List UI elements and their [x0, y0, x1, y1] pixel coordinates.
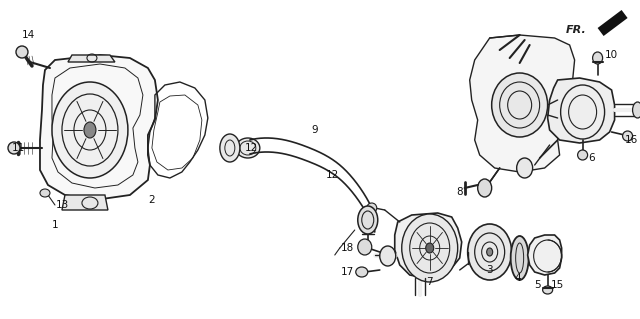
- Ellipse shape: [358, 239, 372, 255]
- Ellipse shape: [52, 82, 128, 178]
- Text: 17: 17: [341, 267, 355, 277]
- Ellipse shape: [236, 138, 260, 158]
- Text: 1: 1: [52, 220, 58, 230]
- Polygon shape: [68, 55, 115, 62]
- Polygon shape: [62, 195, 108, 210]
- Ellipse shape: [623, 131, 632, 141]
- Text: 10: 10: [605, 50, 618, 60]
- Ellipse shape: [426, 243, 434, 253]
- Text: 7: 7: [426, 277, 433, 287]
- Polygon shape: [470, 35, 575, 172]
- Text: FR.: FR.: [566, 25, 587, 35]
- Text: 11: 11: [12, 143, 24, 153]
- Text: 15: 15: [551, 280, 564, 290]
- Text: 13: 13: [55, 200, 68, 210]
- Ellipse shape: [367, 203, 377, 213]
- Text: 5: 5: [534, 280, 541, 290]
- Ellipse shape: [511, 236, 529, 280]
- Ellipse shape: [578, 150, 588, 160]
- Text: 18: 18: [341, 243, 355, 253]
- Text: 6: 6: [588, 153, 595, 163]
- Polygon shape: [598, 10, 628, 36]
- Ellipse shape: [402, 214, 458, 282]
- Ellipse shape: [358, 206, 378, 234]
- Ellipse shape: [468, 224, 511, 280]
- Text: 12: 12: [245, 143, 259, 153]
- Ellipse shape: [516, 158, 532, 178]
- Ellipse shape: [486, 248, 493, 256]
- Ellipse shape: [632, 102, 640, 118]
- Ellipse shape: [220, 134, 240, 162]
- Ellipse shape: [356, 267, 368, 277]
- Ellipse shape: [40, 189, 50, 197]
- Ellipse shape: [593, 52, 603, 64]
- Text: 9: 9: [312, 125, 318, 135]
- Text: 2: 2: [148, 195, 156, 205]
- Polygon shape: [527, 235, 562, 275]
- Polygon shape: [548, 78, 614, 143]
- Text: 8: 8: [456, 187, 463, 197]
- Text: 12: 12: [326, 170, 339, 180]
- Polygon shape: [395, 213, 461, 278]
- Ellipse shape: [16, 46, 28, 58]
- Ellipse shape: [543, 286, 552, 294]
- Ellipse shape: [380, 246, 396, 266]
- Text: 3: 3: [486, 265, 493, 275]
- Ellipse shape: [492, 73, 548, 137]
- Text: 16: 16: [625, 135, 638, 145]
- Ellipse shape: [477, 179, 492, 197]
- Polygon shape: [40, 55, 158, 200]
- Ellipse shape: [8, 142, 20, 154]
- Ellipse shape: [84, 122, 96, 138]
- Text: 14: 14: [21, 30, 35, 40]
- Text: 4: 4: [515, 273, 521, 283]
